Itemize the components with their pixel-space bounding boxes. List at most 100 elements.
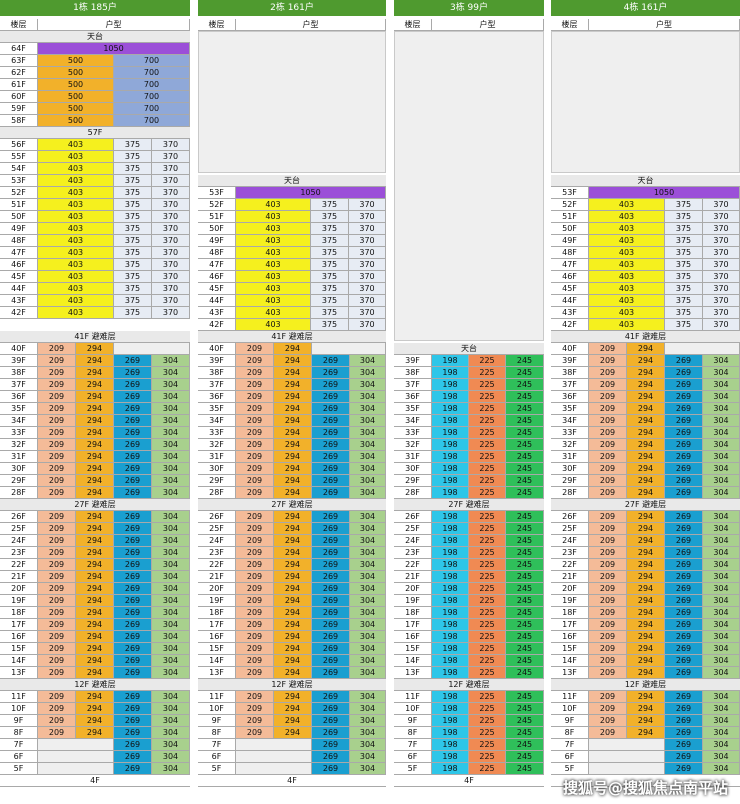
unit-cell: 209 — [236, 583, 274, 595]
table-row: 35F 209 294 269 304 — [198, 403, 386, 415]
table-row: 5F 269 304 — [198, 763, 386, 775]
floor-label: 21F — [0, 571, 38, 583]
unit-cell: 269 — [312, 619, 350, 631]
floor-label: 25F — [551, 523, 589, 535]
table-row: 17F 198 225 245 — [394, 619, 544, 631]
unit-cell: 304 — [703, 403, 740, 415]
table-row: 48F 403 375 370 — [198, 247, 386, 259]
unit-cell: 304 — [350, 739, 386, 751]
unit-cell: 209 — [589, 727, 627, 739]
unit-cell: 304 — [703, 667, 740, 679]
unit-cell: 209 — [38, 415, 76, 427]
unit-cell: 209 — [38, 463, 76, 475]
unit-cell: 370 — [349, 211, 386, 223]
floor-label: 39F — [551, 355, 589, 367]
unit-cell: 209 — [236, 367, 274, 379]
unit-cell: 304 — [703, 427, 740, 439]
empty-cell — [114, 343, 190, 355]
unit-cell: 269 — [312, 583, 350, 595]
unit-cell: 269 — [312, 391, 350, 403]
unit-cell: 370 — [152, 307, 190, 319]
unit-cell: 209 — [589, 583, 627, 595]
unit-cell: 245 — [506, 739, 544, 751]
unit-cell: 375 — [311, 283, 349, 295]
unit-cell: 375 — [665, 223, 703, 235]
unit-cell: 269 — [114, 643, 152, 655]
table-row: 16F 209 294 269 304 — [551, 631, 740, 643]
table-row: 34F 209 294 269 304 — [0, 415, 190, 427]
unit-cell: 294 — [627, 451, 665, 463]
floor-label: 21F — [198, 571, 236, 583]
unit-cell: 269 — [665, 403, 703, 415]
unit-cell: 294 — [627, 607, 665, 619]
unit-cell: 304 — [350, 619, 386, 631]
unit-cell: 269 — [114, 379, 152, 391]
unit-cell: 294 — [627, 727, 665, 739]
unit-cell: 370 — [152, 139, 190, 151]
table-row: 10F 198 225 245 — [394, 703, 544, 715]
unit-cell: 304 — [350, 751, 386, 763]
unit-cell: 375 — [311, 223, 349, 235]
unit-cell: 209 — [589, 571, 627, 583]
floor-label: 37F — [198, 379, 236, 391]
unit-cell: 198 — [432, 619, 469, 631]
unit-cell: 304 — [350, 463, 386, 475]
floor-label: 20F — [0, 583, 38, 595]
unit-cell: 225 — [469, 403, 506, 415]
table-row: 8F 209 294 269 304 — [551, 727, 740, 739]
table-row: 9F 209 294 269 304 — [198, 715, 386, 727]
unit-cell: 304 — [152, 475, 190, 487]
unit-cell: 209 — [589, 379, 627, 391]
floor-label: 31F — [198, 451, 236, 463]
floor-label: 35F — [394, 403, 432, 415]
unit-cell: 269 — [114, 571, 152, 583]
table-row: 8F 209 294 269 304 — [0, 727, 190, 739]
table-row: 29F 198 225 245 — [394, 475, 544, 487]
floor-label: 18F — [551, 607, 589, 619]
refuge-floor-27: 27F 避难层 — [551, 499, 740, 511]
floor-label-4f: 4F — [394, 775, 544, 787]
table-row: 29F 209 294 269 304 — [0, 475, 190, 487]
unit-cell: 370 — [152, 151, 190, 163]
unit-cell: 269 — [312, 439, 350, 451]
unit-cell: 269 — [665, 463, 703, 475]
unit-cell: 245 — [506, 439, 544, 451]
floor-label: 63F — [0, 55, 38, 67]
floor-label: 62F — [0, 67, 38, 79]
unit-cell: 269 — [114, 559, 152, 571]
unit-cell: 198 — [432, 547, 469, 559]
unit-cell: 294 — [627, 547, 665, 559]
floor-label: 36F — [0, 391, 38, 403]
table-row: 22F 198 225 245 — [394, 559, 544, 571]
unit-cell: 370 — [703, 211, 740, 223]
unit-cell: 403 — [38, 295, 114, 307]
unit-cell: 209 — [236, 523, 274, 535]
unit-cell: 269 — [665, 439, 703, 451]
unit-cell: 209 — [589, 439, 627, 451]
table-row: 51F 403 375 370 — [198, 211, 386, 223]
unit-cell: 370 — [703, 319, 740, 331]
unit-cell: 245 — [506, 667, 544, 679]
unit-cell: 403 — [38, 211, 114, 223]
unit-cell: 198 — [432, 607, 469, 619]
floor-label: 16F — [551, 631, 589, 643]
unit-cell: 209 — [236, 403, 274, 415]
floor-label: 29F — [0, 475, 38, 487]
unit-cell: 370 — [349, 295, 386, 307]
unit-cell: 209 — [589, 643, 627, 655]
table-row: 34F 209 294 269 304 — [551, 415, 740, 427]
unit-cell: 209 — [38, 547, 76, 559]
unit-cell: 209 — [589, 487, 627, 499]
floor-label: 56F — [0, 139, 38, 151]
unit-cell: 209 — [589, 691, 627, 703]
unit-cell: 294 — [76, 523, 114, 535]
empty-cell — [589, 751, 665, 763]
floor-label: 30F — [551, 463, 589, 475]
column-header-unit-type: 户型 — [236, 19, 386, 31]
unit-cell: 198 — [432, 475, 469, 487]
table-row: 52F 403 375 370 — [0, 187, 190, 199]
floor-label: 25F — [394, 523, 432, 535]
unit-cell: 294 — [627, 427, 665, 439]
table-row: 20F 209 294 269 304 — [198, 583, 386, 595]
floor-label: 49F — [198, 235, 236, 247]
